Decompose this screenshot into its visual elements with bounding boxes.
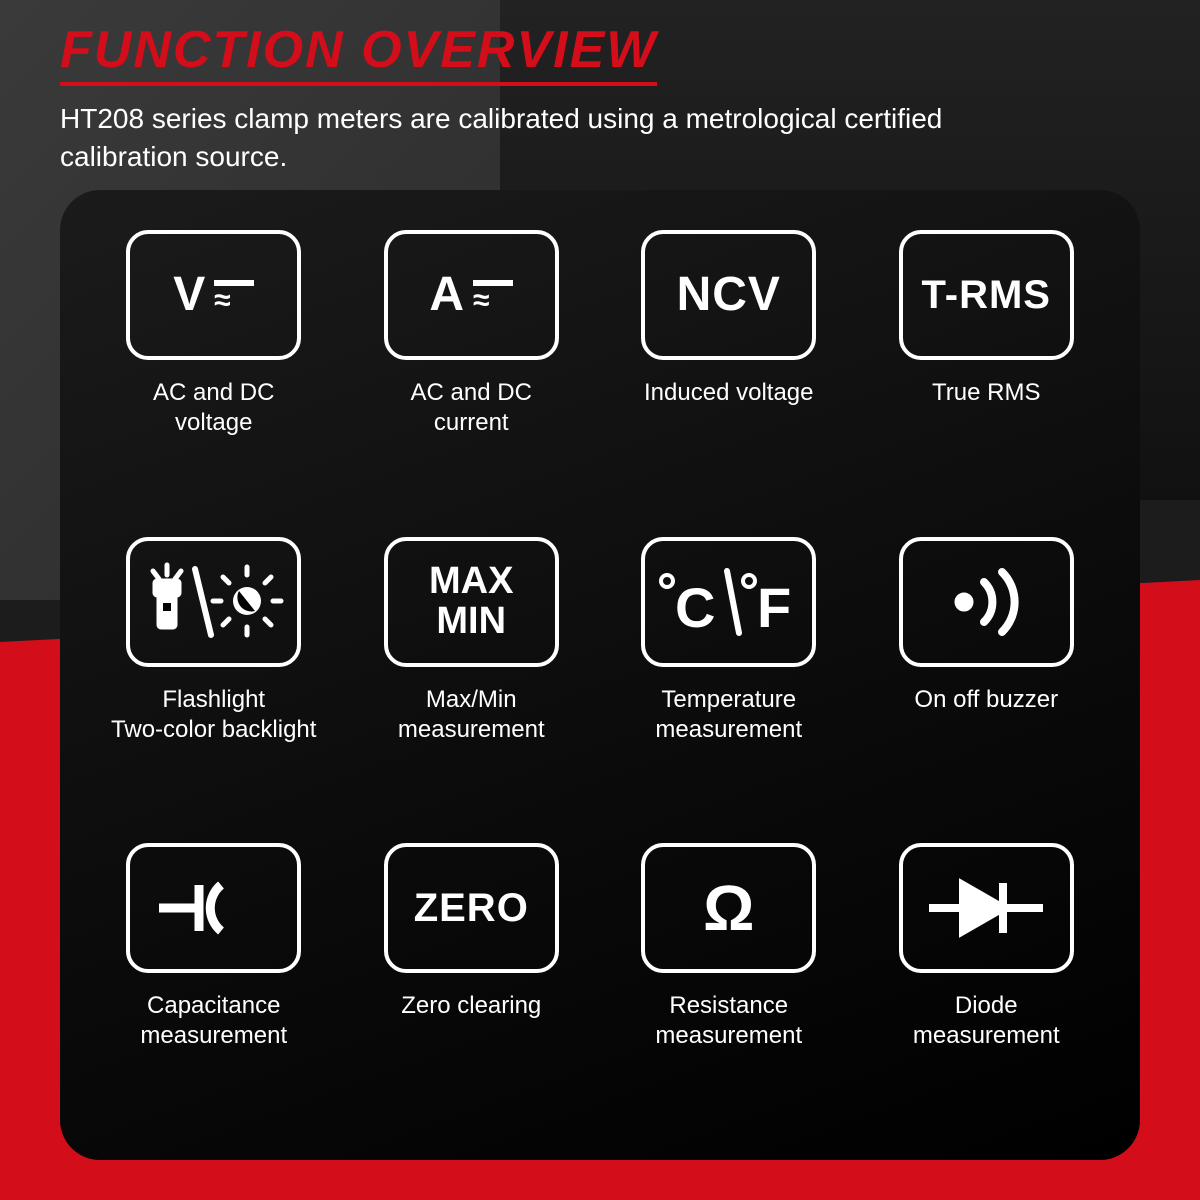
feature-label: Resistance measurement <box>655 991 802 1051</box>
feature-label: Capacitance measurement <box>140 991 287 1051</box>
feature-label: True RMS <box>932 378 1040 408</box>
feature-label: Temperature measurement <box>655 685 802 745</box>
feature-maxmin: MAX MIN Max/Min measurement <box>348 537 596 745</box>
feature-temperature: C F Temperature measurement <box>605 537 853 745</box>
function-grid: V ≈ AC and DC voltage A ≈ AC and DC curr… <box>60 190 1140 1160</box>
flashlight-icon <box>126 537 301 667</box>
feature-label: Induced voltage <box>644 378 813 408</box>
feature-buzzer: On off buzzer <box>863 537 1111 715</box>
feature-label: AC and DC current <box>411 378 532 438</box>
feature-label: Flashlight Two-color backlight <box>111 685 316 745</box>
feature-zero: ZERO Zero clearing <box>348 843 596 1021</box>
svg-text:C: C <box>675 576 715 639</box>
feature-trms: T-RMS True RMS <box>863 230 1111 408</box>
maxmin-icon: MAX MIN <box>384 537 559 667</box>
diode-icon <box>899 843 1074 973</box>
feature-label: On off buzzer <box>914 685 1058 715</box>
page-subtitle: HT208 series clamp meters are calibrated… <box>60 100 1060 176</box>
current-icon: A ≈ <box>384 230 559 360</box>
page-title: FUNCTION OVERVIEW <box>60 20 657 86</box>
temperature-icon: C F <box>641 537 816 667</box>
feature-diode: Diode measurement <box>863 843 1111 1051</box>
feature-voltage: V ≈ AC and DC voltage <box>90 230 338 438</box>
feature-label: Zero clearing <box>401 991 541 1021</box>
svg-text:F: F <box>757 576 791 639</box>
buzzer-icon <box>899 537 1074 667</box>
zero-icon: ZERO <box>384 843 559 973</box>
feature-label: Max/Min measurement <box>398 685 545 745</box>
feature-label: AC and DC voltage <box>153 378 274 438</box>
voltage-icon: V ≈ <box>126 230 301 360</box>
resistance-icon: Ω <box>641 843 816 973</box>
capacitance-icon <box>126 843 301 973</box>
feature-flashlight: Flashlight Two-color backlight <box>90 537 338 745</box>
feature-current: A ≈ AC and DC current <box>348 230 596 438</box>
feature-label: Diode measurement <box>913 991 1060 1051</box>
feature-ncv: NCV Induced voltage <box>605 230 853 408</box>
ncv-icon: NCV <box>641 230 816 360</box>
feature-resistance: Ω Resistance measurement <box>605 843 853 1051</box>
trms-icon: T-RMS <box>899 230 1074 360</box>
feature-capacitance: Capacitance measurement <box>90 843 338 1051</box>
